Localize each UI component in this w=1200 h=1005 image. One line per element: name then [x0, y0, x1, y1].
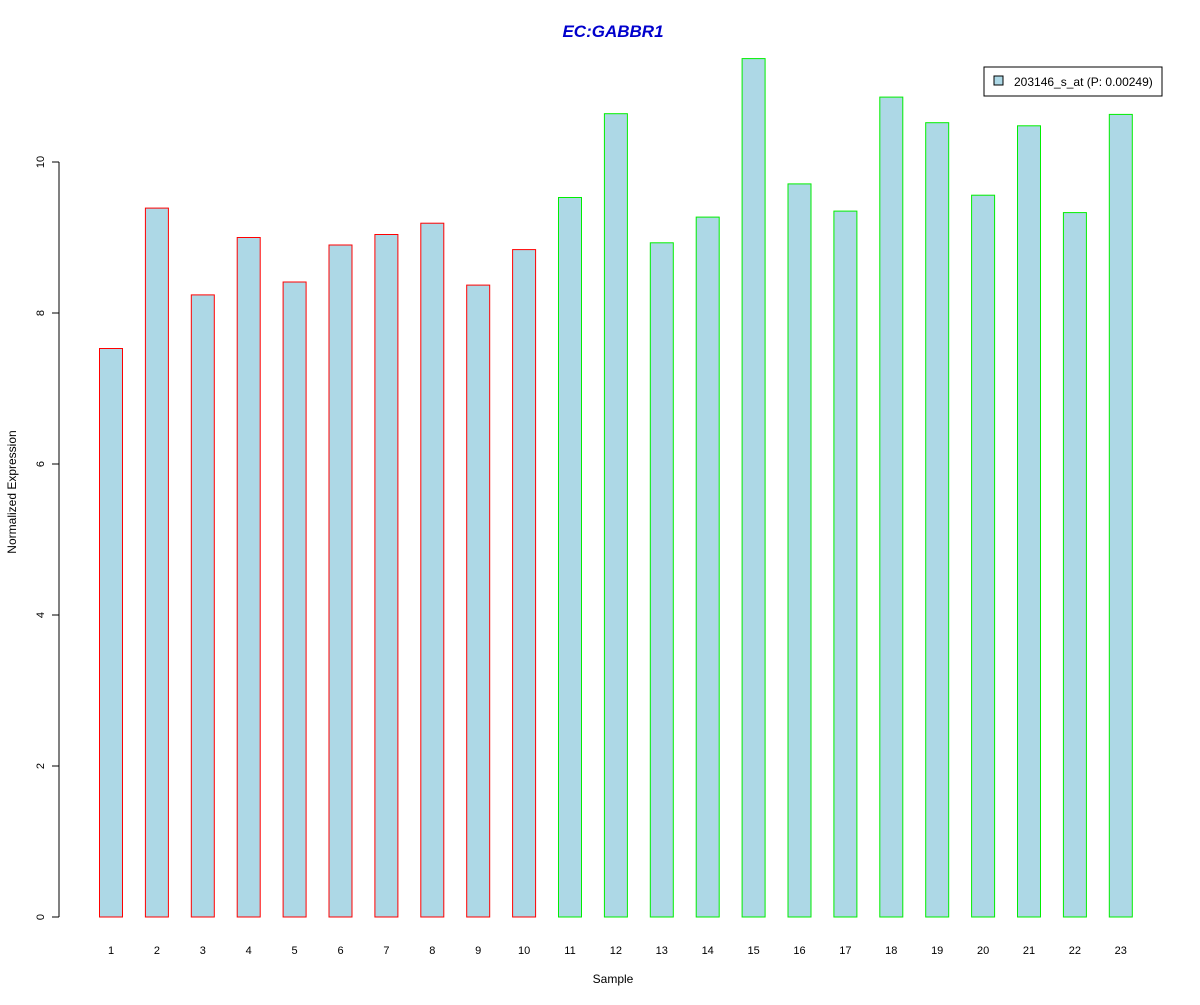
y-axis-label: Normalized Expression: [5, 430, 19, 553]
x-tick-label: 11: [564, 945, 575, 957]
x-tick-label: 2: [154, 945, 160, 957]
x-tick-label: 20: [977, 945, 989, 957]
x-tick-labels: 1 2 3 4 5 6 7 8 9 10 11 12 13 14 15 16 17 18 19 20 21 22 23: [108, 945, 1127, 957]
y-tick-label: 8: [35, 310, 47, 316]
bar-sample-4: [236, 237, 261, 918]
bar-sample-11: [558, 197, 582, 918]
bar-sample-21: [1017, 125, 1041, 918]
x-tick-label: 8: [429, 945, 435, 957]
x-tick-label: 22: [1069, 945, 1081, 957]
bars-group: [99, 58, 1133, 918]
bar-sample-3: [190, 294, 215, 918]
y-tick-label: 10: [35, 156, 47, 168]
bar-sample-1: [99, 348, 123, 918]
bar-sample-19: [925, 122, 950, 918]
y-tick-label: 0: [35, 914, 47, 920]
x-tick-label: 15: [747, 945, 759, 957]
bar-sample-5: [282, 281, 307, 918]
y-tick-label: 2: [35, 763, 47, 769]
y-tick-label: 6: [35, 461, 47, 467]
x-tick-label: 7: [383, 945, 389, 957]
x-tick-label: 10: [518, 945, 530, 957]
bar-sample-6: [328, 244, 353, 918]
x-tick-label: 9: [475, 945, 481, 957]
y-tick-label: 4: [35, 612, 47, 618]
bar-sample-2: [144, 207, 169, 918]
legend-box: [983, 66, 1163, 97]
bar-sample-7: [374, 234, 399, 918]
bar-sample-16: [787, 183, 812, 918]
bar-sample-20: [971, 194, 996, 918]
x-tick-label: 21: [1023, 945, 1035, 957]
chart-title: EC:GABBR1: [562, 22, 663, 41]
bar-sample-18: [879, 96, 904, 918]
x-tick-label: 14: [702, 945, 714, 957]
bar-sample-9: [466, 284, 491, 918]
x-tick-label: 4: [246, 945, 252, 957]
y-axis: 0 2 4 6 8 10: [35, 156, 60, 920]
legend-swatch: [993, 75, 1004, 86]
bar-sample-17: [833, 210, 858, 918]
x-tick-label: 13: [656, 945, 668, 957]
x-tick-label: 18: [885, 945, 897, 957]
bar-sample-12: [603, 113, 628, 918]
legend-label: 203146_s_at (P: 0.00249): [1014, 75, 1153, 89]
x-tick-label: 19: [931, 945, 943, 957]
bar-sample-22: [1062, 212, 1087, 918]
x-axis-label: Sample: [593, 972, 634, 986]
x-tick-label: 3: [200, 945, 206, 957]
x-tick-label: 1: [108, 945, 114, 957]
x-tick-label: 12: [610, 945, 622, 957]
bar-sample-23: [1108, 113, 1133, 918]
x-tick-label: 6: [337, 945, 343, 957]
x-tick-label: 16: [793, 945, 805, 957]
bar-sample-13: [649, 242, 674, 918]
x-tick-label: 5: [292, 945, 298, 957]
x-tick-label: 17: [839, 945, 851, 957]
bar-sample-8: [420, 222, 445, 918]
legend: 203146_s_at (P: 0.00249): [983, 66, 1163, 97]
x-tick-label: 23: [1115, 945, 1127, 957]
bar-sample-10: [512, 249, 537, 918]
bar-sample-15: [741, 58, 766, 918]
bar-sample-14: [695, 216, 720, 918]
